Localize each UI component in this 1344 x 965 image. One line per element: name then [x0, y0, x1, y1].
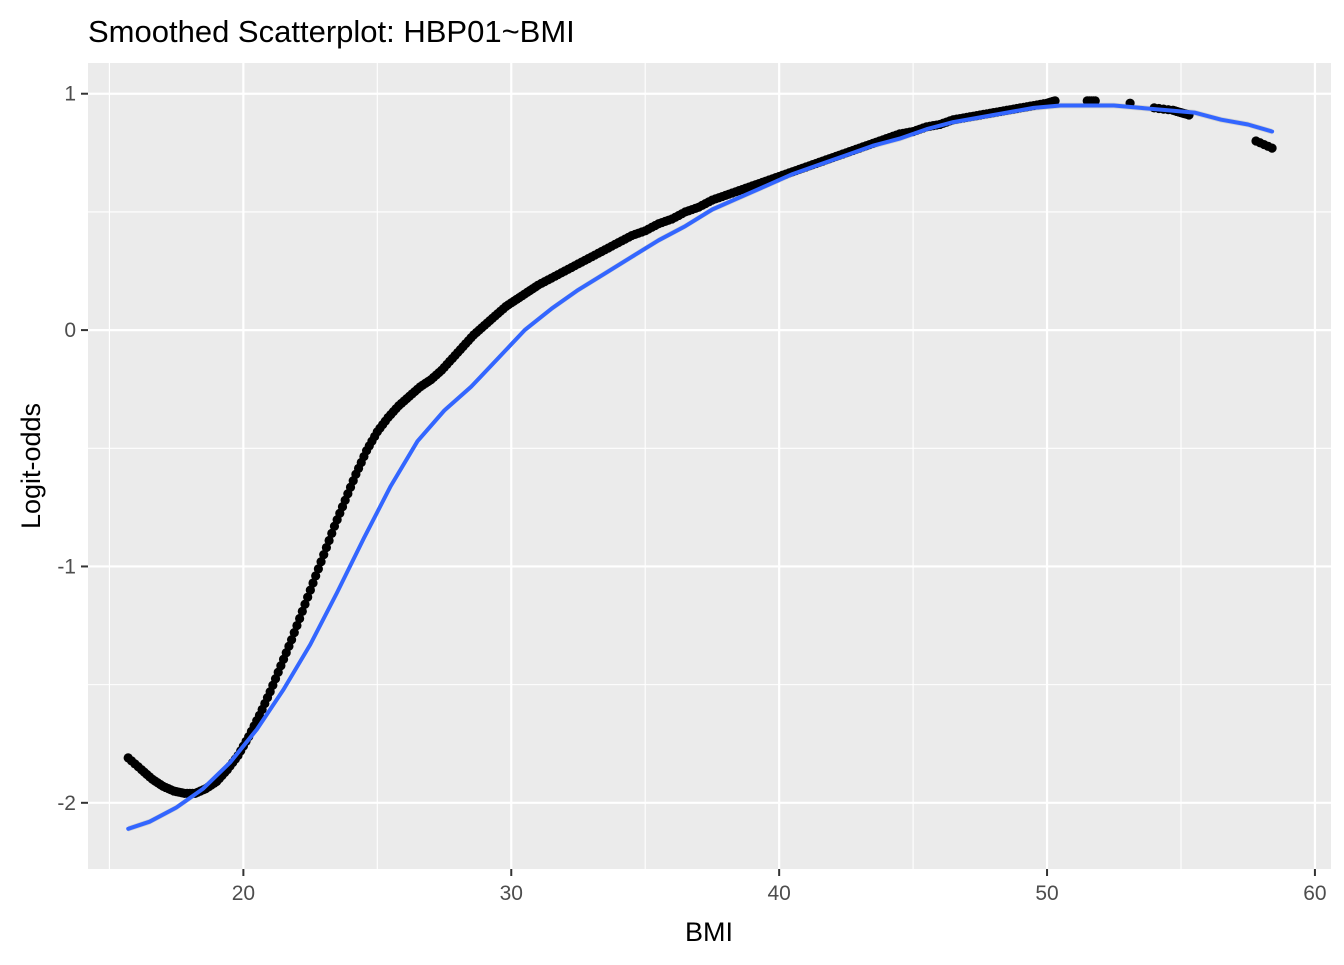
data-point-66: [303, 592, 313, 602]
data-point-63: [295, 613, 305, 624]
data-point-332: [1267, 143, 1277, 153]
data-point-69: [311, 571, 321, 581]
data-point-64: [297, 606, 307, 616]
x-axis-ticks: 20 30 40 50 60: [232, 869, 1327, 905]
x-tick-label-3: 50: [1035, 882, 1058, 905]
data-point-313: [1090, 96, 1100, 106]
data-point-308: [1050, 96, 1060, 106]
y-tick-label-3: 1: [64, 83, 76, 106]
data-point-61: [289, 628, 299, 638]
smooth-line-path: [126, 103, 1275, 831]
major-gridlines: [88, 63, 1331, 869]
x-axis-title: BMI: [685, 917, 733, 947]
data-point-74: [324, 535, 334, 546]
x-tick-label-4: 60: [1303, 882, 1326, 905]
data-point-70: [313, 564, 323, 574]
data-point-73: [321, 542, 332, 553]
data-point-60: [286, 635, 297, 645]
x-tick-label-2: 40: [767, 882, 790, 905]
x-tick-label-1: 30: [500, 882, 523, 905]
chart-title: Smoothed Scatterplot: HBP01~BMI: [88, 14, 575, 49]
y-tick-label-0: -2: [57, 792, 76, 815]
data-point-62: [292, 620, 302, 631]
smooth-line: [126, 103, 1275, 831]
data-point-71: [316, 557, 326, 567]
y-axis-title: Logit-odds: [16, 403, 46, 529]
data-point-75: [327, 528, 337, 538]
y-axis-ticks: -2 -1 0 1: [57, 83, 88, 815]
minor-gridlines: [88, 63, 1331, 869]
data-point-65: [300, 599, 310, 609]
x-tick-label-0: 20: [232, 882, 255, 905]
y-tick-label-2: 0: [64, 319, 76, 342]
data-point-68: [308, 578, 318, 588]
y-tick-label-1: -1: [57, 555, 76, 578]
data-point-67: [305, 585, 315, 595]
data-point-72: [319, 550, 329, 560]
plot-panel: [88, 63, 1331, 869]
